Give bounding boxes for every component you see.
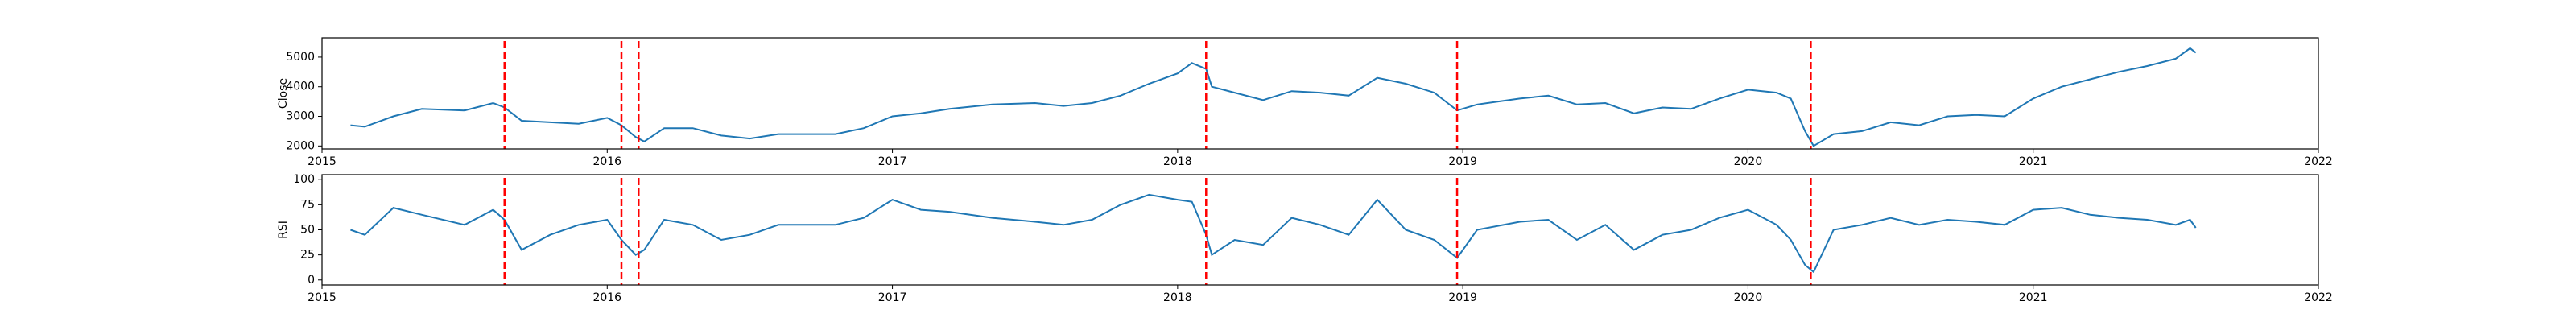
x-tick-label: 2021 xyxy=(2019,155,2048,168)
x-tick-label: 2021 xyxy=(2019,291,2048,304)
x-tick-label: 2016 xyxy=(592,155,621,168)
x-tick-label: 2022 xyxy=(2304,155,2333,168)
y-tick-label: 75 xyxy=(300,198,315,211)
x-tick-label: 2015 xyxy=(308,155,336,168)
x-tick-label: 2016 xyxy=(592,291,621,304)
x-tick-label: 2019 xyxy=(1448,291,1477,304)
y-tick-label: 100 xyxy=(293,173,315,186)
x-tick-label: 2020 xyxy=(1734,291,1763,304)
y-tick-label: 50 xyxy=(300,224,315,237)
y-tick-label: 2000 xyxy=(286,139,315,152)
x-tick-label: 2018 xyxy=(1163,291,1192,304)
y-axis-label: RSI xyxy=(277,221,290,239)
x-tick-label: 2020 xyxy=(1734,155,1763,168)
y-axis-label: Close xyxy=(277,78,290,109)
x-tick-label: 2019 xyxy=(1448,155,1477,168)
y-tick-label: 5000 xyxy=(286,51,315,64)
price-line xyxy=(350,47,2197,147)
x-tick-label: 2018 xyxy=(1163,155,1192,168)
axes-frame xyxy=(321,37,2319,150)
x-tick-label: 2022 xyxy=(2304,291,2333,304)
x-tick-label: 2017 xyxy=(878,155,907,168)
x-tick-label: 2017 xyxy=(878,291,907,304)
price-line xyxy=(350,193,2197,274)
axes-frame xyxy=(321,174,2319,286)
y-tick-label: 4000 xyxy=(286,80,315,93)
y-tick-label: 0 xyxy=(308,274,315,287)
y-tick-label: 3000 xyxy=(286,110,315,123)
y-tick-label: 25 xyxy=(300,249,315,262)
x-tick-label: 2015 xyxy=(308,291,336,304)
